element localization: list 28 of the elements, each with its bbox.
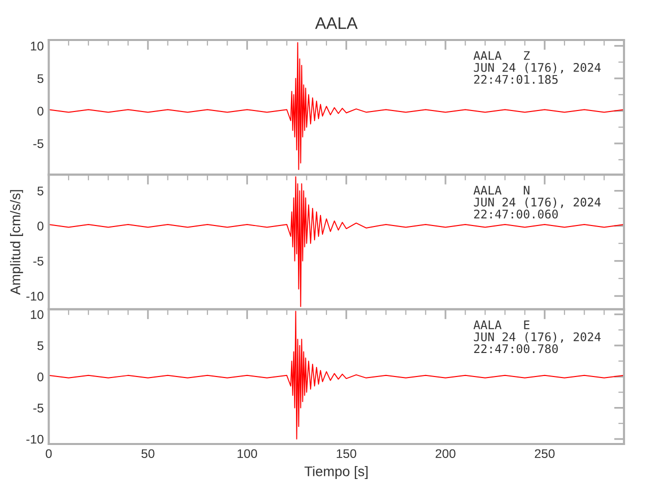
y-tick-label: 0 bbox=[37, 222, 44, 231]
x-tick-label: 100 bbox=[238, 449, 258, 458]
y-tick-label: -10 bbox=[26, 292, 44, 301]
x-tick-label: 150 bbox=[336, 449, 356, 458]
line-series bbox=[48, 176, 624, 308]
x-tick-label: 250 bbox=[534, 449, 555, 458]
x-tick-label: 200 bbox=[436, 449, 456, 458]
y-tick-label: 5 bbox=[37, 74, 44, 84]
y-tick-label: 0 bbox=[37, 106, 44, 116]
x-axis-title: Tiempo [s] bbox=[304, 466, 368, 480]
y-tick-label: -5 bbox=[33, 256, 44, 266]
line-series bbox=[48, 310, 624, 440]
y-tick-label: 10 bbox=[30, 310, 44, 319]
y-tick-label: -5 bbox=[33, 404, 44, 412]
x-tick-label: 0 bbox=[46, 449, 52, 458]
y-tick-label: -5 bbox=[33, 139, 44, 148]
y-tick-label: 10 bbox=[30, 42, 44, 51]
annotation: AALA E JUN 24 (176), 2024 22:47:00.780 bbox=[474, 320, 601, 354]
y-tick-label: 5 bbox=[37, 341, 44, 350]
y-tick-label: 5 bbox=[37, 186, 44, 196]
y-tick-label: -10 bbox=[26, 434, 44, 444]
annotation: AALA Z JUN 24 (176), 2024 22:47:01.185 bbox=[474, 51, 601, 84]
y-axis-title: Amplitud [cm/s/s] bbox=[10, 190, 24, 295]
annotation: AALA N JUN 24 (176), 2024 22:47:00.060 bbox=[474, 186, 601, 219]
line-series bbox=[48, 42, 624, 170]
chart-title: AALA bbox=[315, 17, 358, 29]
y-tick-label: 0 bbox=[37, 372, 44, 382]
x-tick-label: 50 bbox=[141, 449, 154, 458]
